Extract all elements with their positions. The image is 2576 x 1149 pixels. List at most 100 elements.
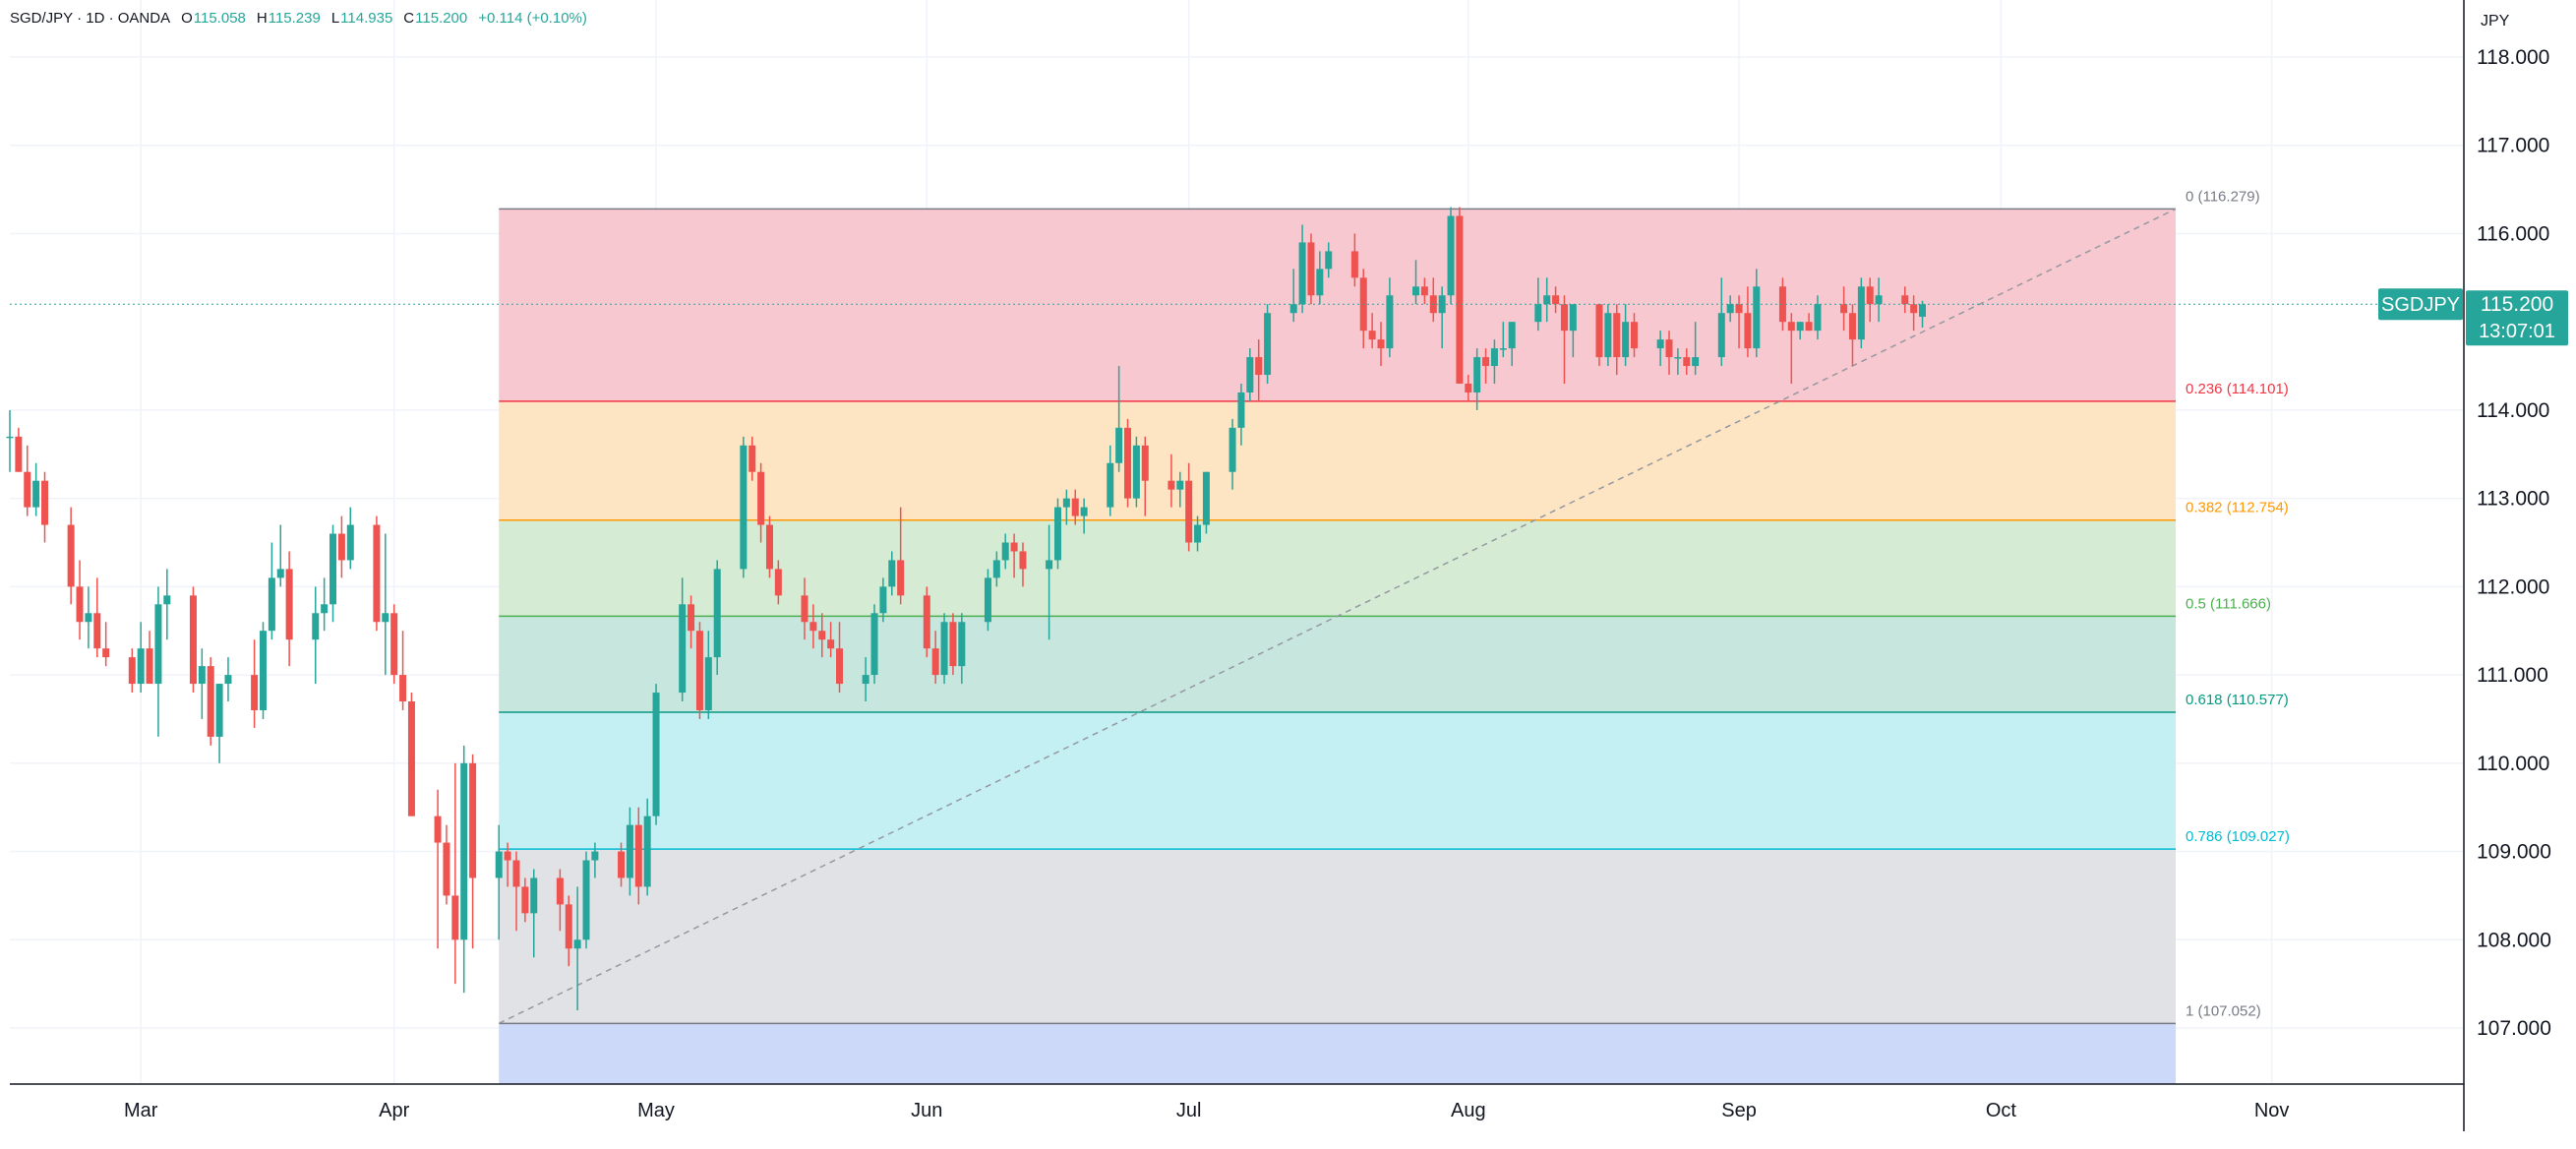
fib-trend-line[interactable] xyxy=(498,208,2177,1025)
candle-body xyxy=(897,560,905,596)
candle-body xyxy=(224,675,232,685)
fib-level-label: 1 (107.052) xyxy=(2186,1002,2261,1019)
candle-body xyxy=(251,675,259,710)
candle-body xyxy=(443,842,450,896)
candle-body xyxy=(1429,295,1437,314)
candle-body xyxy=(1840,304,1848,314)
candle-body xyxy=(285,569,293,640)
candle-body xyxy=(1604,313,1612,358)
candle-body xyxy=(1848,313,1856,340)
candle-body xyxy=(757,471,765,525)
last-price-badge: SGDJPY 115.200 13:07:01 xyxy=(2378,288,2568,346)
time-axis[interactable]: Mar Apr May Jun Jul Aug Sep Oct Nov xyxy=(124,1100,2289,1121)
candle-body xyxy=(1176,480,1184,490)
candle-body xyxy=(1107,462,1114,508)
candle-body xyxy=(1194,524,1202,543)
candle-body xyxy=(1778,286,1786,323)
candle-body xyxy=(984,577,991,623)
candle-body xyxy=(1796,322,1804,332)
candle-body xyxy=(1560,304,1568,332)
candle-body xyxy=(521,886,529,914)
time-axis-tick-label: Jul xyxy=(1176,1100,1202,1121)
candle-body xyxy=(591,851,599,861)
time-axis-tick-label: Oct xyxy=(1986,1100,2017,1121)
candle-body xyxy=(1665,339,1673,358)
candle-body xyxy=(1080,507,1088,516)
close-key: C xyxy=(403,9,415,27)
price-axis[interactable]: JPY 118.000 117.000 116.000 114.000 113.000 1… xyxy=(2477,13,2551,1040)
candle-body xyxy=(958,622,966,667)
fib-level-label: 0.382 (112.754) xyxy=(2186,500,2289,516)
candle-body xyxy=(1053,507,1061,561)
fib-level-label: 0.236 (114.101) xyxy=(2186,381,2289,397)
candle-body xyxy=(1071,498,1079,516)
candle-body xyxy=(93,613,101,649)
candle-body xyxy=(1141,445,1149,481)
candle-body xyxy=(154,604,162,685)
candle-body xyxy=(931,648,939,676)
candle-body xyxy=(1717,313,1725,358)
price-axis-tick-label: 111.000 xyxy=(2477,664,2548,687)
candle-body xyxy=(949,622,957,667)
open-key: O xyxy=(181,9,193,27)
fib-zone xyxy=(499,616,2176,713)
candle-body xyxy=(32,480,40,508)
candle-body xyxy=(1264,313,1272,376)
candle-body xyxy=(1386,295,1394,349)
candle-body xyxy=(504,851,511,861)
fib-level-label: 0.786 (109.027) xyxy=(2186,828,2290,845)
candle-body xyxy=(565,904,572,949)
candle-body xyxy=(215,684,223,737)
candle-body xyxy=(1124,427,1132,499)
candle-body xyxy=(1465,383,1472,393)
time-axis-tick-label: Mar xyxy=(124,1100,158,1121)
candle-body xyxy=(276,569,284,578)
candle-body xyxy=(888,560,896,587)
change-value: +0.114 (+0.10%) xyxy=(478,9,587,27)
candle-body xyxy=(1246,357,1254,393)
fib-zone xyxy=(499,849,2176,1024)
candle-body xyxy=(1534,304,1542,323)
candle-body xyxy=(1412,286,1420,296)
fib-zone xyxy=(499,712,2176,850)
candle-body xyxy=(163,595,171,605)
symbol-legend[interactable]: SGD/JPY · 1D · OANDA O 115.058 H 115.239 L… xyxy=(10,5,590,30)
candle-body xyxy=(765,524,773,570)
high-key: H xyxy=(256,9,268,27)
candle-body xyxy=(1377,339,1385,349)
candle-body xyxy=(1010,542,1018,552)
candle-body xyxy=(643,816,651,887)
candle-body xyxy=(1674,357,1682,359)
candle-body xyxy=(137,648,145,685)
time-axis-tick-label: Sep xyxy=(1721,1100,1757,1121)
candle-body xyxy=(1062,498,1070,508)
candle-body xyxy=(1569,304,1577,332)
fibonacci-retracement[interactable]: 0 (116.279) 0.236 (114.101) 0.382 (112.754… xyxy=(499,188,2290,1084)
candle-body xyxy=(749,445,756,472)
bar-countdown: 13:07:01 xyxy=(2479,321,2555,342)
time-axis-tick-label: May xyxy=(637,1100,675,1121)
candle-body xyxy=(207,666,214,737)
close-value: 115.200 xyxy=(415,9,468,27)
candle-body xyxy=(390,613,398,676)
candle-body xyxy=(923,595,930,649)
candle-body xyxy=(695,631,703,710)
candle-body xyxy=(634,824,642,887)
candle-body xyxy=(1368,331,1376,340)
time-axis-tick-label: Apr xyxy=(379,1100,409,1121)
price-axis-tick-label: 118.000 xyxy=(2477,46,2549,69)
time-axis-tick-label: Nov xyxy=(2254,1100,2290,1121)
price-axis-currency: JPY xyxy=(2481,13,2510,30)
candle-body xyxy=(451,895,459,940)
candle-body xyxy=(1350,251,1358,278)
candle-body xyxy=(259,631,267,710)
price-badge xyxy=(2466,290,2568,346)
candle-body xyxy=(774,569,782,596)
candle-body xyxy=(1001,542,1009,561)
fib-level-label: 0 (116.279) xyxy=(2186,188,2260,205)
candle-body xyxy=(15,436,23,472)
candle-body xyxy=(1456,215,1464,384)
candle-body xyxy=(1622,322,1630,358)
candle-body xyxy=(1325,251,1333,270)
